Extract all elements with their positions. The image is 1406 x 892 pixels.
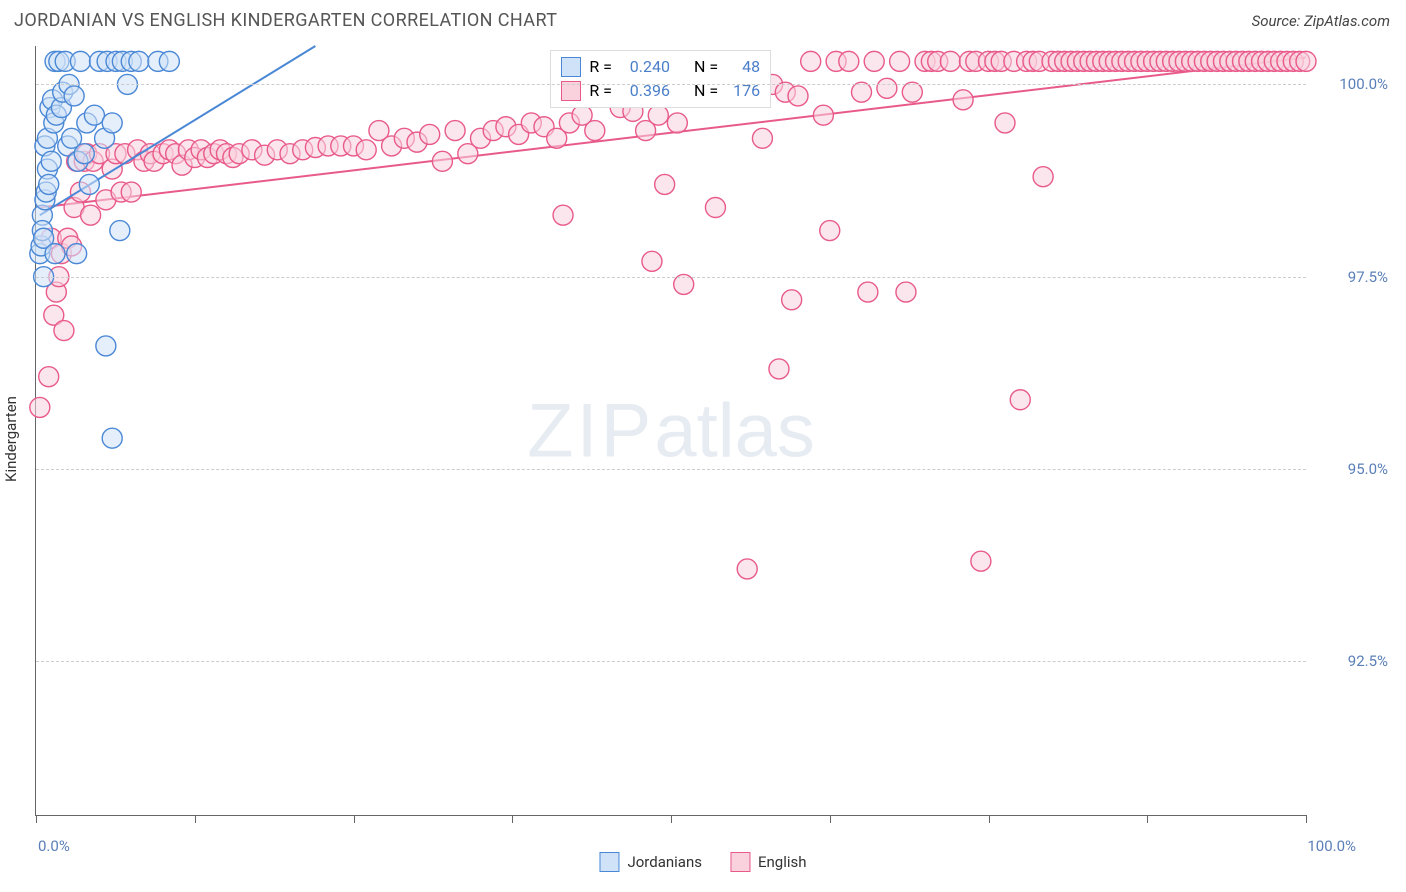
- n-value-jordanians: 48: [726, 55, 760, 79]
- data-point: [81, 205, 101, 225]
- data-point: [769, 359, 789, 379]
- data-point: [995, 113, 1015, 133]
- legend-item-english: English: [730, 852, 807, 872]
- data-point: [110, 221, 130, 241]
- xtick-label-right: 100.0%: [1307, 837, 1356, 855]
- r-value-english: 0.396: [620, 79, 670, 103]
- xtick: [989, 815, 990, 823]
- data-point: [858, 282, 878, 302]
- r-value-jordanians: 0.240: [620, 55, 670, 79]
- chart-header: JORDANIAN VS ENGLISH KINDERGARTEN CORREL…: [0, 0, 1406, 37]
- plot-area: ZIPatlas R = 0.240 N = 48 R = 0.396 N = …: [35, 46, 1306, 816]
- data-point: [96, 336, 116, 356]
- data-point: [940, 51, 960, 71]
- data-point: [39, 367, 59, 387]
- legend-item-jordanians: Jordanians: [599, 852, 702, 872]
- data-point: [655, 174, 675, 194]
- chart-svg: [36, 46, 1306, 815]
- data-point: [84, 105, 104, 125]
- y-axis-label: Kindergarten: [2, 396, 20, 482]
- data-point: [667, 113, 687, 133]
- xtick: [354, 815, 355, 823]
- xtick-label-left: 0.0%: [38, 837, 70, 855]
- data-point: [839, 51, 859, 71]
- data-point: [54, 321, 74, 341]
- series-legend: Jordanians English: [599, 852, 806, 872]
- plot-wrap: ZIPatlas R = 0.240 N = 48 R = 0.396 N = …: [35, 46, 1394, 832]
- data-point: [585, 121, 605, 141]
- r-label-english: R =: [589, 79, 612, 103]
- n-label-english: N =: [694, 79, 718, 103]
- data-point: [121, 182, 141, 202]
- data-point: [890, 51, 910, 71]
- english-points: [30, 51, 1316, 579]
- data-point: [788, 86, 808, 106]
- n-label-jordanians: N =: [694, 55, 718, 79]
- data-point: [420, 124, 440, 144]
- data-point: [41, 151, 61, 171]
- legend-label-jordanians: Jordanians: [627, 853, 702, 871]
- ytick-label: 100.0%: [1339, 75, 1388, 93]
- n-value-english: 176: [726, 79, 760, 103]
- data-point: [79, 174, 99, 194]
- gridline: [36, 661, 1306, 662]
- xtick: [36, 815, 37, 823]
- xtick: [830, 815, 831, 823]
- data-point: [102, 113, 122, 133]
- swatch-english-icon: [730, 852, 750, 872]
- data-point: [877, 78, 897, 98]
- data-point: [864, 51, 884, 71]
- legend-label-english: English: [758, 853, 807, 871]
- r-label-jordanians: R =: [589, 55, 612, 79]
- data-point: [813, 105, 833, 125]
- xtick: [195, 815, 196, 823]
- data-point: [129, 51, 149, 71]
- data-point: [553, 205, 573, 225]
- xtick: [1306, 815, 1307, 823]
- ytick-label: 97.5%: [1348, 268, 1388, 286]
- legend-row-english: R = 0.396 N = 176: [561, 79, 760, 103]
- data-point: [737, 559, 757, 579]
- data-point: [705, 197, 725, 217]
- gridline: [36, 469, 1306, 470]
- gridline: [36, 277, 1306, 278]
- data-point: [782, 290, 802, 310]
- data-point: [896, 282, 916, 302]
- data-point: [445, 121, 465, 141]
- xtick: [1147, 815, 1148, 823]
- data-point: [642, 251, 662, 271]
- chart-title: JORDANIAN VS ENGLISH KINDERGARTEN CORREL…: [14, 10, 557, 31]
- data-point: [356, 140, 376, 160]
- data-point: [39, 174, 59, 194]
- data-point: [64, 86, 84, 106]
- data-point: [971, 551, 991, 571]
- data-point: [432, 151, 452, 171]
- data-point: [801, 51, 821, 71]
- data-point: [45, 244, 65, 264]
- data-point: [70, 51, 90, 71]
- data-point: [648, 105, 668, 125]
- legend-row-jordanians: R = 0.240 N = 48: [561, 55, 760, 79]
- swatch-jordanians: [561, 57, 581, 77]
- ytick-label: 95.0%: [1348, 460, 1388, 478]
- data-point: [820, 221, 840, 241]
- xtick: [671, 815, 672, 823]
- xtick: [512, 815, 513, 823]
- ytick-label: 92.5%: [1348, 652, 1388, 670]
- swatch-jordanians-icon: [599, 852, 619, 872]
- data-point: [159, 51, 179, 71]
- chart-source: Source: ZipAtlas.com: [1252, 12, 1390, 30]
- data-point: [102, 428, 122, 448]
- data-point: [1033, 167, 1053, 187]
- data-point: [74, 144, 94, 164]
- data-point: [752, 128, 772, 148]
- gridline: [36, 84, 1306, 85]
- data-point: [67, 244, 87, 264]
- data-point: [1296, 51, 1316, 71]
- data-point: [953, 90, 973, 110]
- data-point: [30, 397, 50, 417]
- correlation-legend: R = 0.240 N = 48 R = 0.396 N = 176: [550, 50, 771, 108]
- jordanians-points: [30, 51, 180, 448]
- data-point: [1010, 390, 1030, 410]
